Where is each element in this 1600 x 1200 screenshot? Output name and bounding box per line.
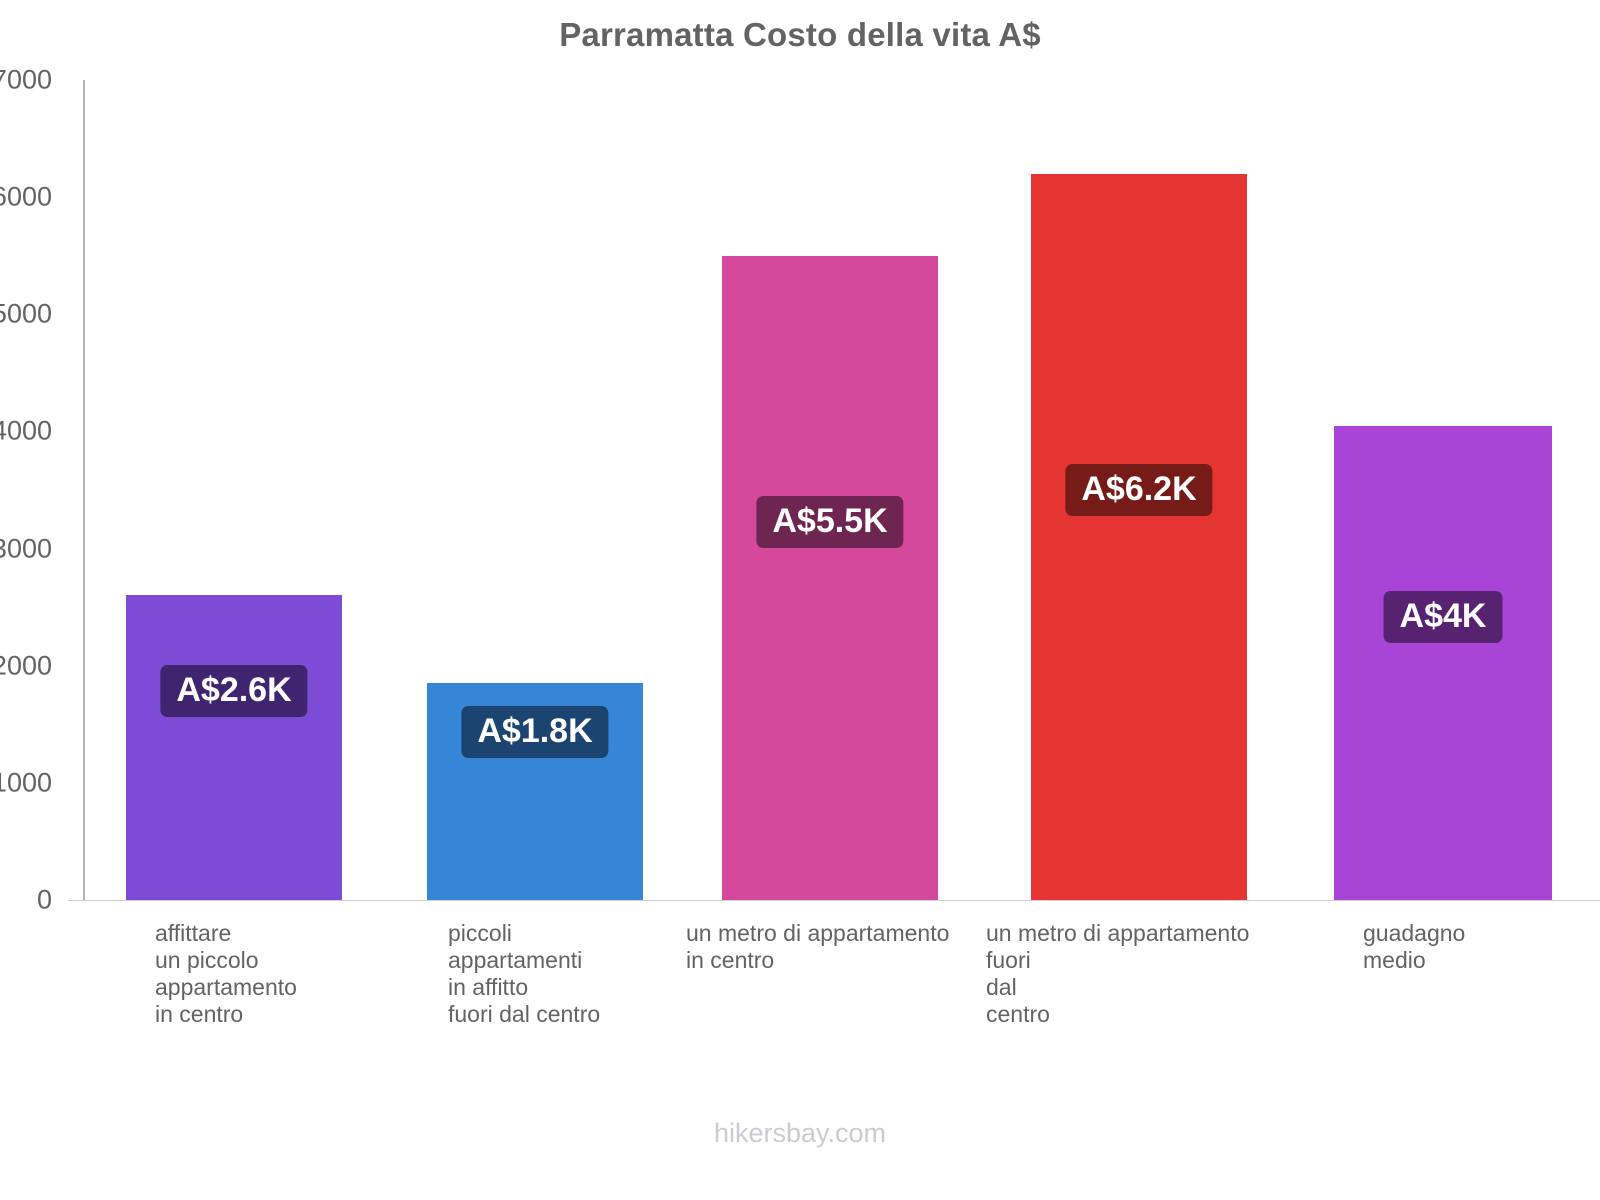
bar-value-label-4: A$6.2K <box>1065 463 1213 516</box>
y-axis-tick-3000: 3000 <box>0 533 52 564</box>
y-axis-line <box>83 80 85 901</box>
category-label-1: affittare un piccolo appartamento in cen… <box>155 920 297 1027</box>
category-label-3: un metro di appartamento in centro <box>686 920 950 973</box>
bar-3[interactable]: A$5.5K <box>722 255 938 900</box>
y-axis-tick-2000: 2000 <box>0 650 52 681</box>
y-axis-tick-7000: 7000 <box>0 64 52 95</box>
bar-1[interactable]: A$2.6K <box>126 595 342 900</box>
category-label-4: un metro di appartamento fuori dal centr… <box>986 920 1250 1027</box>
bar-2[interactable]: A$1.8K <box>427 683 643 900</box>
x-axis-line <box>68 900 1600 901</box>
y-axis-tick-6000: 6000 <box>0 181 52 212</box>
bar-5[interactable]: A$4K <box>1334 425 1552 900</box>
y-axis-tick-1000: 1000 <box>0 767 52 798</box>
plot-area: 0 1000 2000 3000 4000 5000 6000 7000 A$2.6K A$1.… <box>0 65 1580 915</box>
chart-title: Parramatta Costo della vita A$ <box>559 16 1041 53</box>
bar-value-label-1: A$2.6K <box>160 665 308 718</box>
bar-value-label-3: A$5.5K <box>756 495 904 548</box>
category-label-5: guadagno medio <box>1363 920 1466 973</box>
bar-value-label-2: A$1.8K <box>461 706 609 759</box>
y-axis-tick-4000: 4000 <box>0 415 52 446</box>
bar-4[interactable]: A$6.2K <box>1031 173 1247 900</box>
y-axis-tick-5000: 5000 <box>0 298 52 329</box>
category-label-2: piccoli appartamenti in affitto fuori da… <box>448 920 601 1027</box>
site-watermark: hikersbay.com <box>713 1118 887 1148</box>
y-axis-tick-0: 0 <box>36 884 52 915</box>
bar-value-label-5: A$4K <box>1383 590 1503 643</box>
